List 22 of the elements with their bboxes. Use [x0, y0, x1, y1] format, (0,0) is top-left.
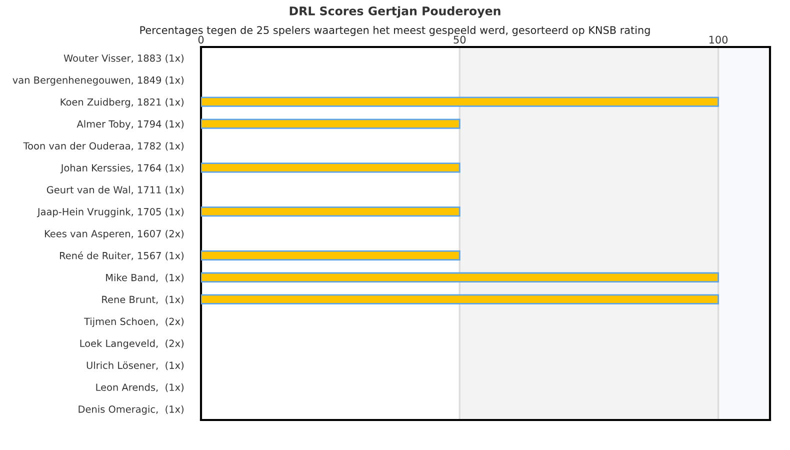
y-tick-label: Loek Langeveld, (2x) [80, 340, 184, 349]
y-tick-label: Johan Kerssies, 1764 (1x) [60, 164, 184, 174]
y-tick-label: René de Ruiter, 1567 (1x) [60, 251, 184, 260]
y-tick-label: Denis Omeragic, (1x) [78, 405, 184, 415]
y-tick-label: Almer Toby, 1794 (1x) [76, 120, 184, 130]
y-tick-label: Mike Band, (1x) [106, 274, 184, 282]
y-tick-label: Ulrich Lösener, (1x) [86, 361, 184, 370]
chart-subtitle: Percentages tegen de 25 spelers waartegen het meest gespeeld werd, gesorteerd op KNSB rating [140, 26, 650, 36]
y-tick-label: Toon van der Ouderaa, 1782 (1x) [23, 142, 184, 151]
y-tick-label: Tijmen Schoen, (2x) [84, 318, 184, 327]
y-tick-label: Wouter Visser, 1883 (1x) [64, 54, 184, 63]
y-tick-label: Rene Brunt, (1x) [102, 296, 184, 304]
y-tick-label: Kees van Asperen, 1607 (2x) [44, 230, 184, 240]
y-tick-label: Jaap-Hein Vruggink, 1705 (1x) [36, 208, 184, 218]
y-tick-label: Koen Zuidberg, 1821 (1x) [60, 98, 184, 108]
x-tick-label: 50 [454, 36, 466, 44]
y-tick-label: Leon Arends, (1x) [96, 383, 184, 392]
chart-title: DRL Scores Gertjan Pouderoyen [290, 6, 500, 18]
y-tick-label: Geurt van de Wal, 1711 (1x) [46, 186, 184, 195]
y-tick-label: van Bergenhenegouwen, 1849 (1x) [12, 76, 184, 86]
x-tick-label: 0 [198, 36, 204, 44]
x-tick-label: 100 [709, 36, 728, 44]
